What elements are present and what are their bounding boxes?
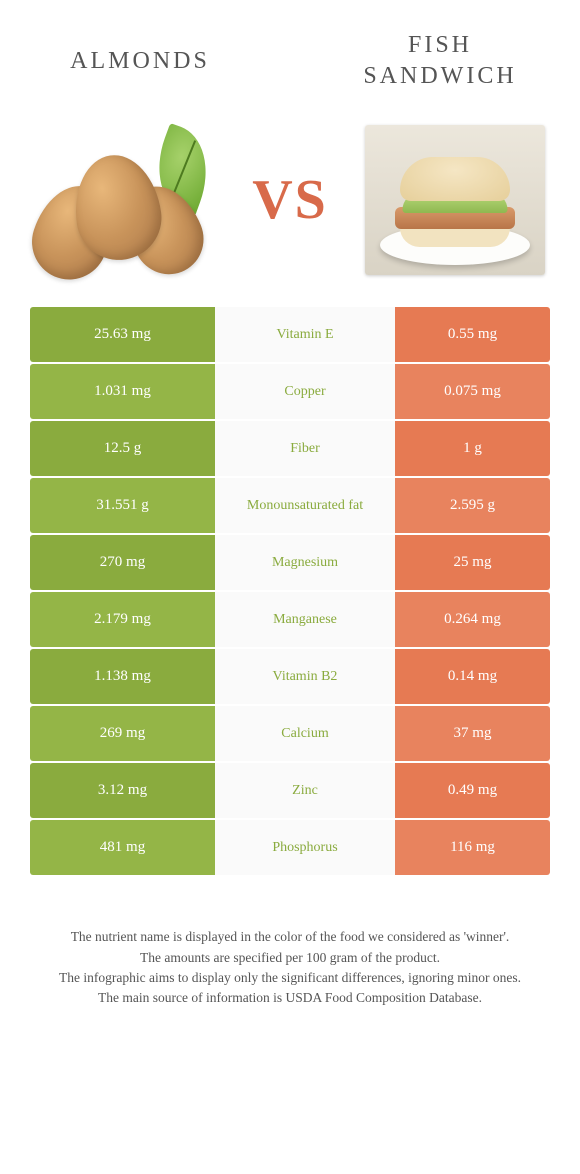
right-value: 0.55 mg [395,307,550,362]
nutrient-name: Phosphorus [215,820,395,875]
nutrient-name: Copper [215,364,395,419]
left-value: 12.5 g [30,421,215,476]
table-row: 12.5 gFiber1 g [30,421,550,476]
table-row: 270 mgMagnesium25 mg [30,535,550,590]
left-value: 1.031 mg [30,364,215,419]
right-value: 0.14 mg [395,649,550,704]
nutrient-name: Calcium [215,706,395,761]
nutrient-name: Fiber [215,421,395,476]
footer-notes: The nutrient name is displayed in the co… [0,877,580,1028]
table-row: 1.031 mgCopper0.075 mg [30,364,550,419]
nutrient-name: Vitamin E [215,307,395,362]
footer-line: The nutrient name is displayed in the co… [40,927,540,947]
right-value: 37 mg [395,706,550,761]
right-value: 116 mg [395,820,550,875]
right-value: 2.595 g [395,478,550,533]
footer-line: The amounts are specified per 100 gram o… [40,948,540,968]
left-value: 31.551 g [30,478,215,533]
comparison-table: 25.63 mgVitamin E0.55 mg1.031 mgCopper0.… [30,307,550,875]
table-row: 31.551 gMonounsaturated fat2.595 g [30,478,550,533]
left-value: 481 mg [30,820,215,875]
left-value: 3.12 mg [30,763,215,818]
left-value: 270 mg [30,535,215,590]
right-value: 25 mg [395,535,550,590]
title-right: Fish Sandwich [340,30,540,92]
left-value: 2.179 mg [30,592,215,647]
nutrient-name: Vitamin B2 [215,649,395,704]
table-row: 2.179 mgManganese0.264 mg [30,592,550,647]
left-value: 1.138 mg [30,649,215,704]
footer-line: The infographic aims to display only the… [40,968,540,988]
table-row: 1.138 mgVitamin B20.14 mg [30,649,550,704]
left-value: 269 mg [30,706,215,761]
nutrient-name: Magnesium [215,535,395,590]
right-value: 0.075 mg [395,364,550,419]
almonds-image [30,122,220,277]
footer-line: The main source of information is USDA F… [40,988,540,1008]
images-row: VS [0,112,580,307]
right-value: 0.264 mg [395,592,550,647]
table-row: 269 mgCalcium37 mg [30,706,550,761]
vs-label: VS [252,168,328,232]
table-row: 25.63 mgVitamin E0.55 mg [30,307,550,362]
table-row: 3.12 mgZinc0.49 mg [30,763,550,818]
table-row: 481 mgPhosphorus116 mg [30,820,550,875]
fish-sandwich-image [360,122,550,277]
left-value: 25.63 mg [30,307,215,362]
nutrient-name: Manganese [215,592,395,647]
nutrient-name: Monounsaturated fat [215,478,395,533]
header: Almonds Fish Sandwich [0,0,580,112]
right-value: 1 g [395,421,550,476]
title-left: Almonds [40,48,240,75]
right-value: 0.49 mg [395,763,550,818]
nutrient-name: Zinc [215,763,395,818]
